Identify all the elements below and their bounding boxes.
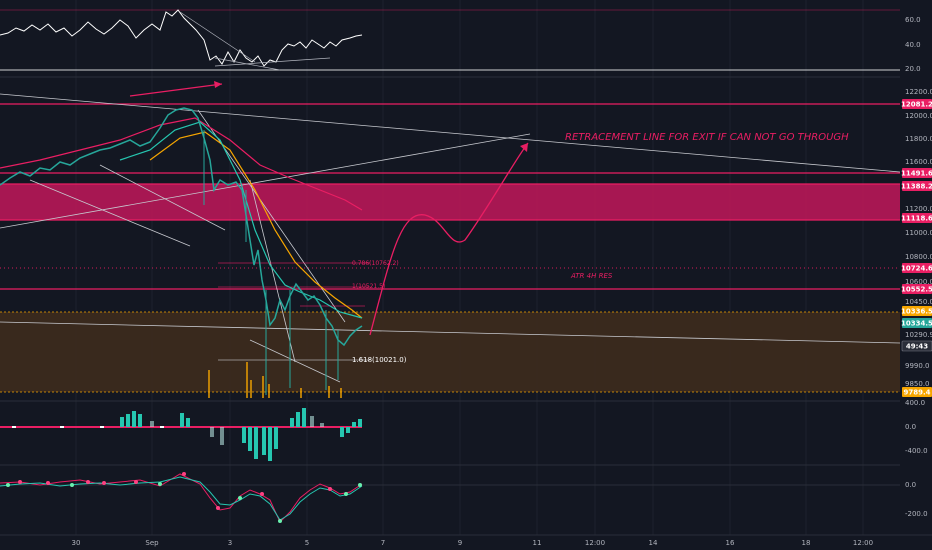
price-tag-label: 10724.6	[901, 265, 932, 273]
price-tag-box	[902, 99, 932, 109]
time-axis-label: 9	[458, 539, 462, 547]
right-axis-bg	[900, 0, 932, 550]
price-tag-label: 10552.5	[901, 286, 932, 294]
price-tick-label: 9990.0	[905, 362, 930, 370]
time-axis-label: 7	[381, 539, 385, 547]
rsi-tick-label: 60.0	[905, 16, 921, 24]
rsi-panel	[0, 9, 900, 97]
time-axis-label: Sep	[145, 539, 159, 547]
projection-path	[369, 142, 529, 336]
ma-orange	[149, 131, 363, 319]
price-tick-label: 11000.0	[905, 229, 932, 237]
projection-arrowhead	[520, 143, 528, 152]
price-tick-label: 10800.0	[905, 253, 932, 261]
price-tag-box	[902, 306, 932, 316]
rsi-line	[0, 9, 363, 67]
resistance-zone	[0, 184, 900, 220]
price-tag-box	[902, 387, 932, 397]
atr-note: ATR 4H RES	[570, 272, 613, 280]
price-tag-label: 11491.6	[901, 170, 932, 178]
macd-tick-label: -400.0	[905, 447, 928, 455]
trend-lines	[0, 93, 901, 383]
time-axis-label: 3	[228, 539, 232, 547]
osc-line-teal	[0, 476, 363, 521]
rsi-axis: 60.0 40.0 20.0	[905, 16, 921, 73]
time-axis-label: 5	[305, 539, 309, 547]
ma-teal	[119, 121, 363, 319]
price-tag-box	[902, 168, 932, 178]
price-line	[0, 107, 363, 347]
retracement-note: RETRACEMENT LINE FOR EXIT IF CAN NOT GO …	[565, 132, 849, 143]
price-tag-box	[902, 318, 932, 328]
rsi-tick-label: 40.0	[905, 41, 921, 49]
support-zone	[0, 312, 900, 392]
price-tick-label: 11200.0	[905, 205, 932, 213]
time-axis-label: 12:00	[585, 539, 605, 547]
macd-tick-label: 0.0	[905, 423, 916, 431]
price-tag-label: 10336.5	[901, 308, 932, 316]
price-tag-label: 49:43	[906, 343, 928, 351]
price-tick-label: 11800.0	[905, 135, 932, 143]
price-tick-label: 10600.0	[905, 278, 932, 286]
price-tag-box	[902, 284, 932, 294]
osc-tick-label: 0.0	[905, 481, 916, 489]
price-tick-label: 11600.0	[905, 158, 932, 166]
price-tag-box	[901, 340, 932, 352]
time-axis-label: 12:00	[853, 539, 873, 547]
price-tick-label: 12200.0	[905, 88, 932, 96]
price-tag-label: 12081.2	[901, 101, 932, 109]
price-tag-box	[902, 181, 932, 191]
price-levels	[0, 103, 900, 290]
price-tag-label: 11118.6	[901, 215, 932, 223]
ma-pink	[0, 117, 363, 211]
price-tick-label: 9850.0	[905, 380, 930, 388]
macd-axis: 400.0 0.0 -400.0	[905, 399, 928, 455]
macd-tick-label: 400.0	[905, 399, 925, 407]
price-tags: 12081.2 11491.6 11388.2 11118.6 10724.6 10552…	[901, 99, 932, 397]
price-tick-label: 10450.0	[905, 298, 932, 306]
osc-tick-label: -200.0	[905, 510, 928, 518]
osc-panel	[0, 472, 900, 523]
rsi-tick-label: 20.0	[905, 65, 921, 73]
time-axis-label: 18	[802, 539, 811, 547]
time-axis-label: 14	[649, 539, 658, 547]
price-tag-box	[902, 263, 932, 273]
fib-1618-label: 1.618(10021.0)	[352, 356, 407, 364]
price-tag-label: 9789.4	[903, 389, 930, 397]
osc-axis: 0.0 -200.0	[905, 481, 928, 518]
price-wicks	[203, 130, 339, 395]
time-axis: 30 Sep 3 5 7 9 11 12:00 14 16 18 12:00	[72, 539, 874, 547]
price-tick-label: 10290.9	[905, 331, 932, 339]
macd-panel	[0, 408, 362, 461]
price-tag-label: 10334.5	[901, 320, 932, 328]
fib-786-label: 0.786(10762.2)	[352, 260, 399, 267]
fib-1-label: 1(10521.5)	[352, 283, 385, 290]
time-axis-label: 30	[72, 539, 81, 547]
price-tag-label: 11388.2	[901, 183, 932, 191]
price-series	[0, 107, 363, 395]
time-axis-label: 11	[533, 539, 542, 547]
price-tick-label: 12000.0	[905, 112, 932, 120]
volume-bars	[208, 362, 342, 398]
price-tag-box	[902, 213, 932, 223]
time-axis-label: 16	[726, 539, 735, 547]
